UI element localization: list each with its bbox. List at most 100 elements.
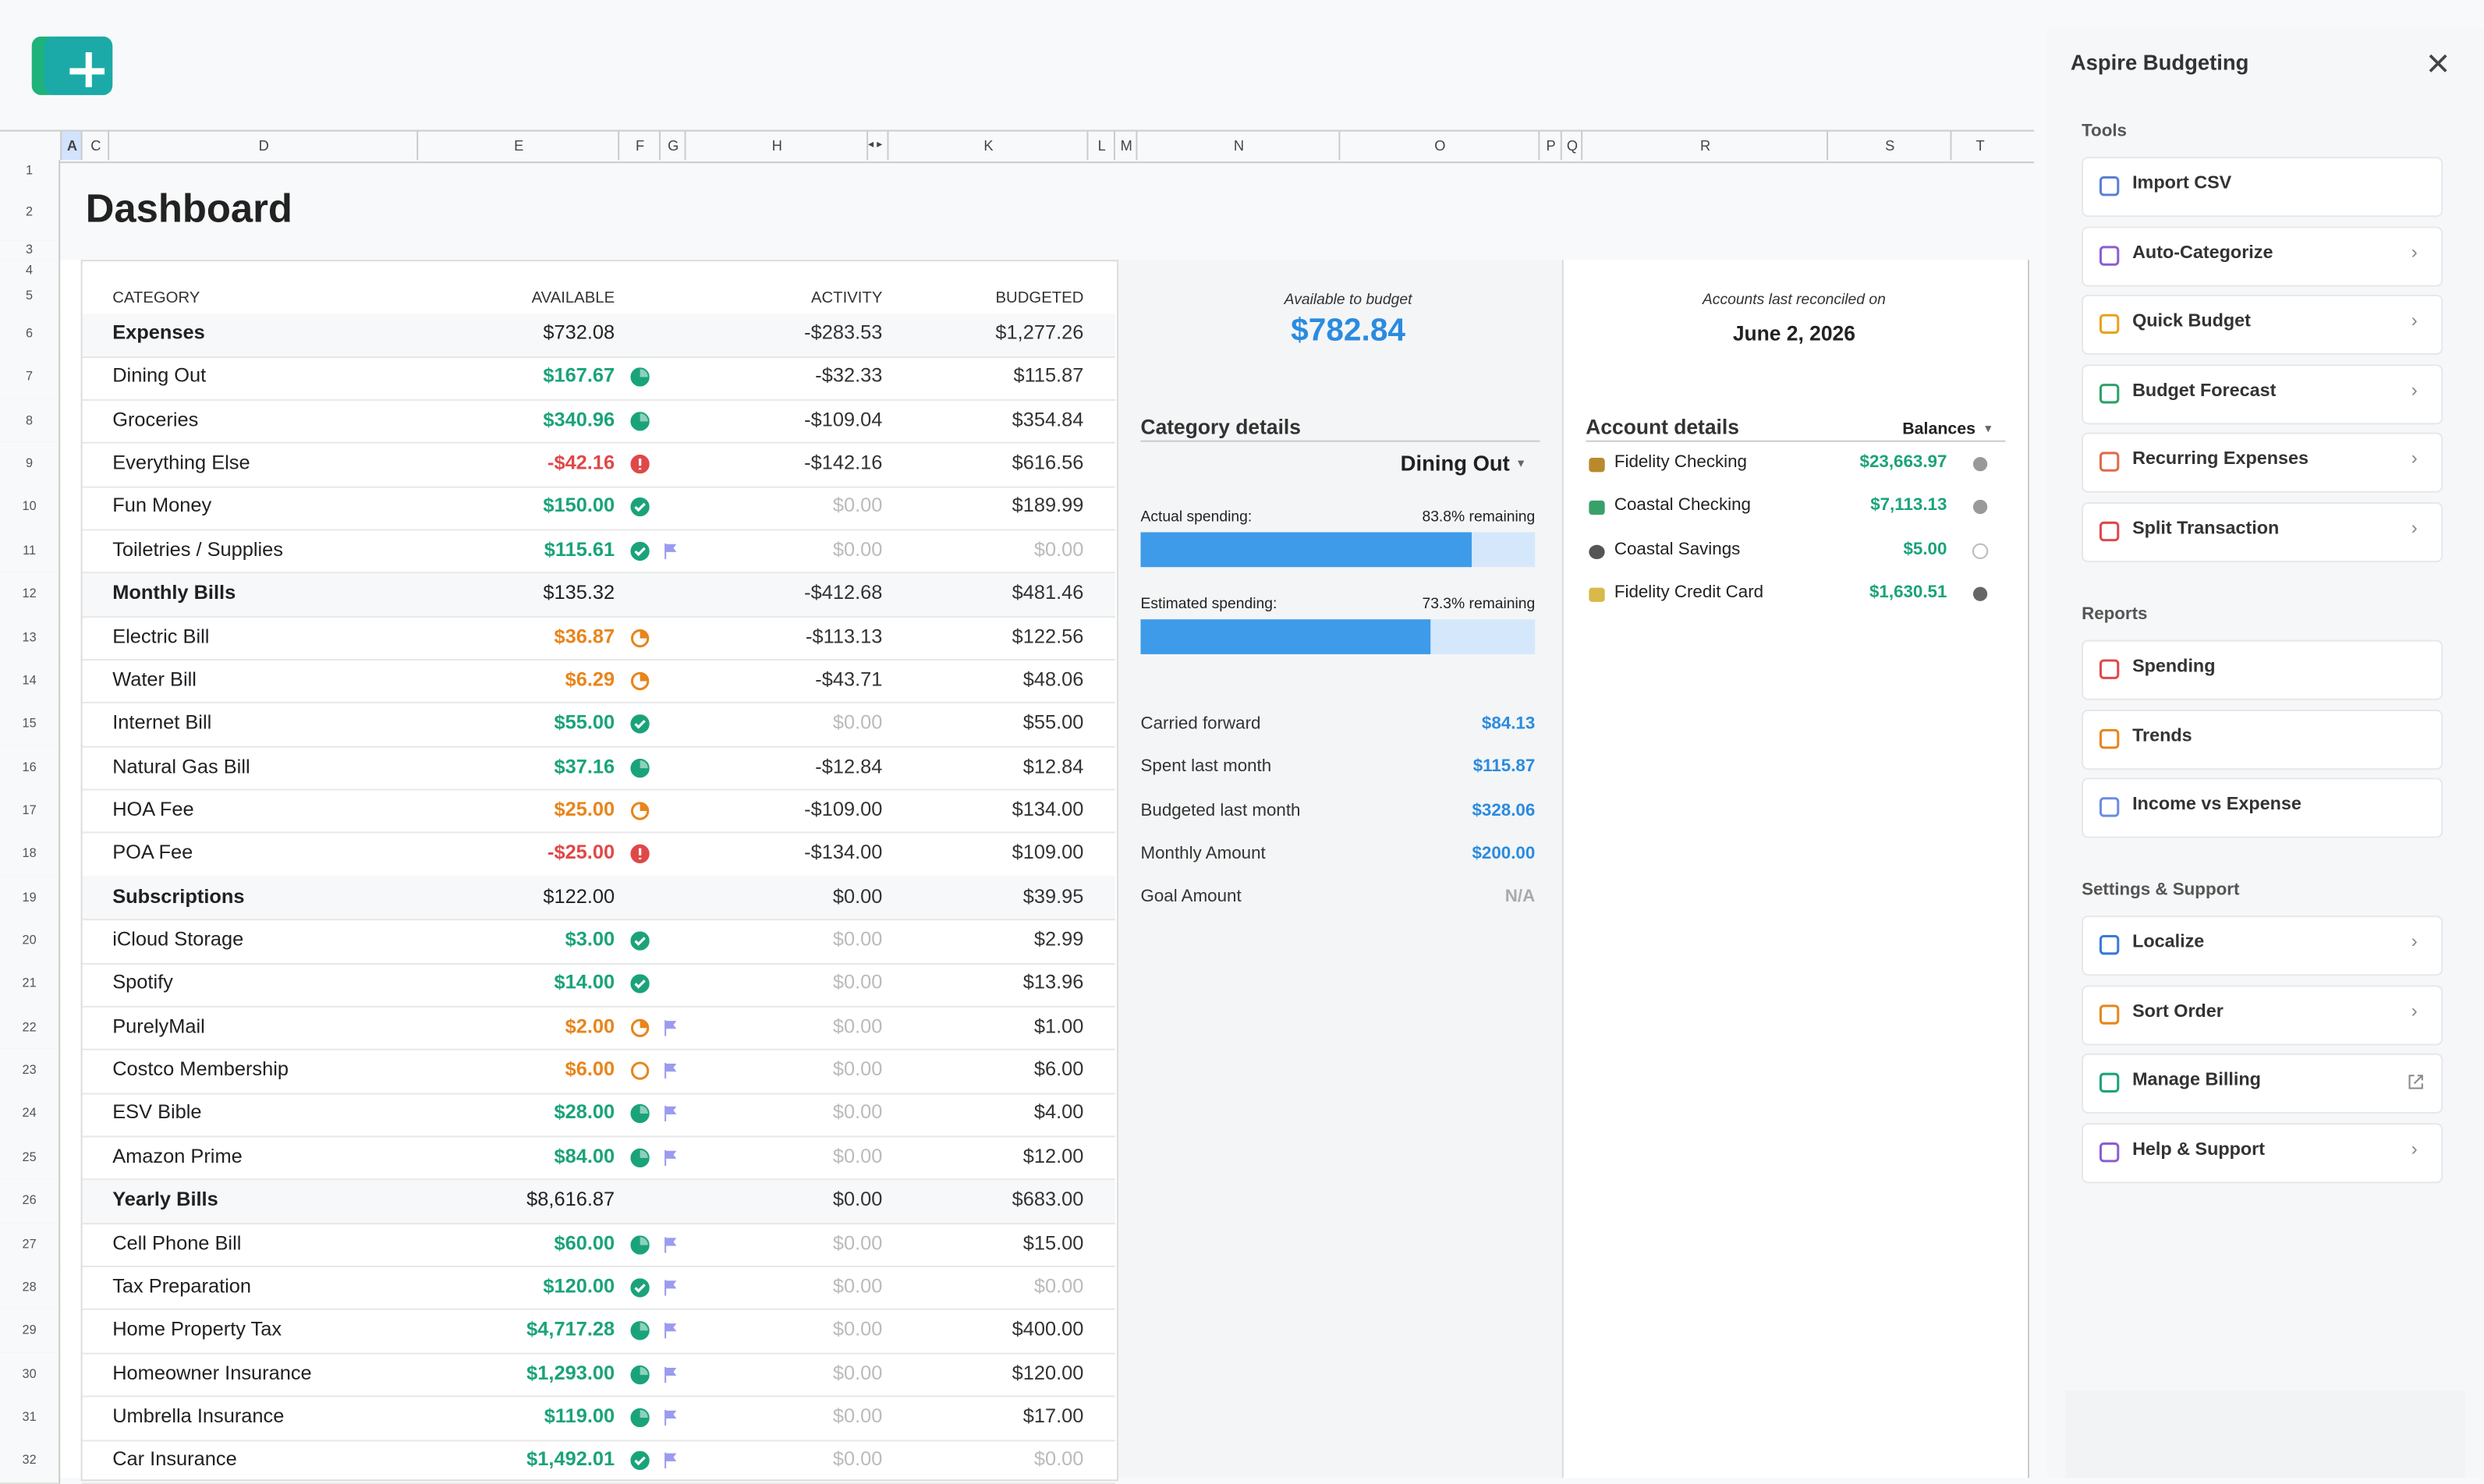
row-number: 10 xyxy=(0,485,61,531)
budgeted-amount: $189.99 xyxy=(1012,494,1084,518)
sidebar-button[interactable] xyxy=(2082,984,2443,1045)
available-amount: $340.96 xyxy=(543,408,615,430)
row-number: 12 xyxy=(0,572,61,618)
budgeted-amount: $0.00 xyxy=(1033,1448,1084,1471)
budgeted-amount: $6.00 xyxy=(1033,1058,1084,1081)
table-header: BUDGETED xyxy=(995,289,1084,308)
reconciled-label: Accounts last reconciled on xyxy=(1702,291,1886,310)
category-row xyxy=(82,1397,1115,1441)
flag-icon xyxy=(664,1323,677,1339)
budgeted-amount: $1,277.26 xyxy=(995,321,1084,344)
budgeted-amount: $616.56 xyxy=(1012,452,1084,474)
reconciled-value: June 2, 2026 xyxy=(1732,321,1855,345)
available-amount: $36.87 xyxy=(554,625,615,647)
category-name: Monthly Bills xyxy=(112,581,236,604)
budgeted-amount: $1.00 xyxy=(1033,1015,1084,1037)
row-number: 1 xyxy=(0,160,61,184)
category-row xyxy=(82,746,1115,791)
row-number: 14 xyxy=(0,658,61,704)
category-select[interactable]: Dining Out xyxy=(1400,451,1510,476)
row-number: 15 xyxy=(0,702,61,747)
group-row xyxy=(82,876,1115,921)
sidebar-button[interactable] xyxy=(2082,295,2443,356)
status-icon xyxy=(630,367,650,388)
stat-label: Carried forward xyxy=(1140,714,1261,734)
status-dot xyxy=(1972,586,1988,601)
section-title: Tools xyxy=(2082,122,2127,141)
flag-icon xyxy=(664,1236,677,1252)
category-row xyxy=(82,356,1115,401)
activity-amount: -$43.71 xyxy=(815,668,883,691)
sidebar-button[interactable] xyxy=(2082,363,2443,424)
available-amount: $119.00 xyxy=(544,1404,615,1428)
status-icon xyxy=(630,1234,650,1254)
item-label: Help & Support xyxy=(2132,1140,2266,1160)
row-number: 30 xyxy=(0,1351,61,1397)
available-amount: $8,616.87 xyxy=(526,1188,615,1211)
status-icon xyxy=(630,498,650,518)
status-icon xyxy=(630,1018,650,1037)
category-row xyxy=(82,486,1115,531)
chevron: › xyxy=(2411,378,2418,401)
available-amount: $2.00 xyxy=(565,1015,615,1037)
sidebar-button[interactable] xyxy=(2082,639,2443,700)
category-name: POA Fee xyxy=(112,841,193,864)
group-row xyxy=(82,313,1115,358)
category-name: Water Bill xyxy=(112,668,197,691)
sidebar-button[interactable] xyxy=(2082,157,2443,218)
available-label: Available to budget xyxy=(1284,291,1412,310)
account-balance: $23,663.97 xyxy=(1859,452,1947,473)
column-header: P xyxy=(1538,131,1561,161)
sidebar-button[interactable] xyxy=(2082,777,2443,838)
row-number: 4 xyxy=(0,260,61,282)
status-icon xyxy=(630,802,650,820)
sidebar-button[interactable] xyxy=(2082,1122,2443,1183)
status-icon xyxy=(630,1278,650,1298)
category-name: Cell Phone Bill xyxy=(112,1231,242,1254)
activity-amount: $0.00 xyxy=(832,1101,883,1125)
row-number: 32 xyxy=(0,1439,61,1484)
app-logo[interactable] xyxy=(31,36,115,97)
sidebar-button[interactable] xyxy=(2082,1054,2443,1114)
activity-amount: -$412.68 xyxy=(804,581,883,604)
budgeted-amount: $12.84 xyxy=(1022,755,1084,777)
row-number: 9 xyxy=(0,441,61,487)
row-number: 2 xyxy=(0,182,61,243)
activity-amount: $0.00 xyxy=(832,1145,883,1167)
status-icon xyxy=(630,1408,650,1428)
budgeted-amount: $15.00 xyxy=(1022,1231,1084,1254)
account-name: Coastal Savings xyxy=(1614,539,1741,559)
category-name: PurelyMail xyxy=(112,1015,205,1037)
sidebar-button[interactable] xyxy=(2082,501,2443,563)
category-row xyxy=(82,1353,1115,1397)
category-name: Natural Gas Bill xyxy=(112,755,250,777)
available-amount: $150.00 xyxy=(543,494,615,518)
budgeted-amount: $55.00 xyxy=(1022,711,1084,734)
category-name: Groceries xyxy=(112,408,199,430)
column-header: E xyxy=(416,131,619,161)
category-name: Expenses xyxy=(112,321,205,344)
column-header: Q xyxy=(1560,131,1582,161)
sidebar-button[interactable] xyxy=(2082,916,2443,976)
row-number: 23 xyxy=(0,1048,61,1094)
status-icon xyxy=(630,714,650,734)
column-header-bar xyxy=(0,129,2035,164)
available-amount: -$25.00 xyxy=(547,841,615,864)
available-amount: $37.16 xyxy=(554,755,615,777)
table-header: ACTIVITY xyxy=(810,289,883,308)
category-name: Costco Membership xyxy=(112,1058,289,1081)
stat-value: $200.00 xyxy=(1472,844,1536,863)
sidebar-button[interactable] xyxy=(2082,225,2443,286)
column-header: G xyxy=(659,131,686,161)
close-button[interactable] xyxy=(2427,52,2449,74)
status-icon xyxy=(630,1365,650,1384)
activity-amount: $0.00 xyxy=(832,1318,883,1341)
stat-label: Spent last month xyxy=(1140,757,1272,777)
balances-select[interactable]: Balances xyxy=(1902,420,1976,439)
status-icon xyxy=(630,1148,650,1167)
category-name: HOA Fee xyxy=(112,798,194,821)
sidebar-button[interactable] xyxy=(2082,709,2443,770)
sidebar-button[interactable] xyxy=(2082,433,2443,494)
available-amount: $115.61 xyxy=(544,538,615,561)
